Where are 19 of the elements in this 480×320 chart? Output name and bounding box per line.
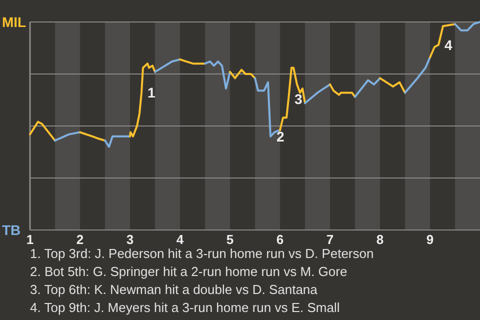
x-tick-label: 4 <box>176 232 184 247</box>
text: 1. Top 3rd: J. Pederson hit a 3-run home run vs D. Peterson <box>30 246 374 261</box>
x-tick-label: 1 <box>26 232 34 247</box>
text: 4. Top 9th: J. Meyers hit a 3-run home run vs E. Small <box>30 300 340 315</box>
x-tick-label: 5 <box>226 232 234 247</box>
text: MIL <box>2 14 27 30</box>
annotation: 4 <box>444 36 452 53</box>
text: TB <box>2 222 21 238</box>
x-tick-label: 2 <box>76 232 84 247</box>
text: 2. Bot 5th: G. Springer hit a 2-run home run vs M. Gore <box>30 264 348 279</box>
x-tick-label: 3 <box>126 232 134 247</box>
annotation: 2 <box>276 128 284 144</box>
x-tick-label: 6 <box>276 232 284 247</box>
x-tick-label: 7 <box>326 232 334 247</box>
annotation: 3 <box>294 90 302 107</box>
annotation: 1 <box>148 84 156 101</box>
x-tick-label: 8 <box>376 232 384 247</box>
text: 3. Top 6th: K. Newman hit a double vs D. Santana <box>30 282 318 297</box>
x-tick-label: 9 <box>426 232 434 247</box>
